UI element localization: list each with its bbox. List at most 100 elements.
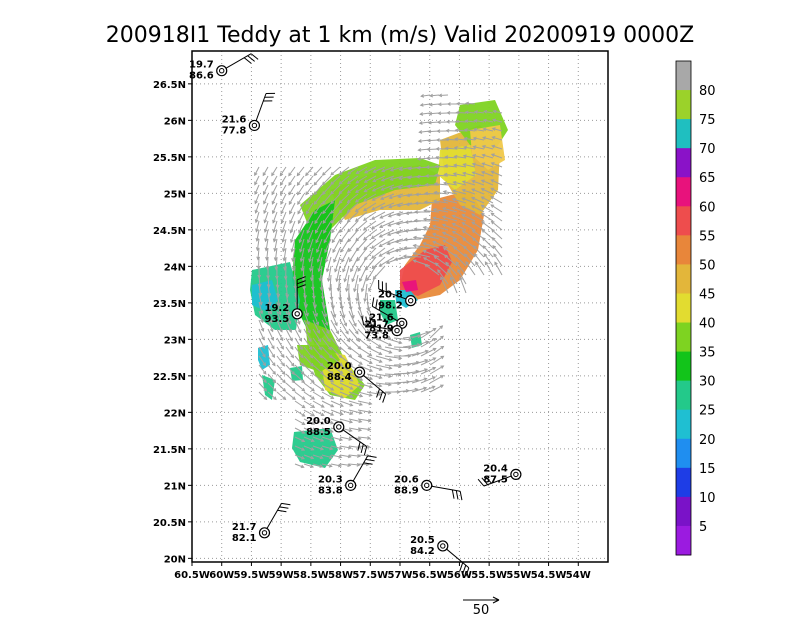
wind-arrow xyxy=(493,110,503,114)
wind-arrow xyxy=(481,196,494,204)
wind-arrow xyxy=(420,385,435,393)
wind-arrow xyxy=(473,146,485,150)
wind-arrow xyxy=(402,379,419,384)
wind-arrowhead xyxy=(288,182,292,186)
wind-arrowhead xyxy=(301,387,306,392)
wind-arrowhead xyxy=(363,198,368,202)
wind-arrowhead xyxy=(277,311,282,316)
wind-arrowhead xyxy=(338,446,343,450)
wind-arrowhead xyxy=(307,329,311,334)
wind-arrowhead xyxy=(432,207,437,212)
wind-arrow xyxy=(357,301,364,319)
wind-arrow xyxy=(472,237,485,249)
wind-arrow xyxy=(472,154,485,159)
wind-arrow xyxy=(442,232,458,240)
wind-arrow xyxy=(348,355,363,365)
wind-arrow xyxy=(380,211,395,219)
wind-arrowhead xyxy=(424,182,429,187)
wind-arrow xyxy=(312,346,323,359)
wind-arrow xyxy=(420,328,436,339)
wind-arrowhead xyxy=(272,387,277,392)
wind-arrowhead xyxy=(471,171,476,175)
wind-arrowhead xyxy=(395,230,400,235)
wind-arrowhead xyxy=(451,222,456,227)
wind-arrow xyxy=(380,193,395,200)
wind-arrowhead xyxy=(432,327,437,332)
wind-arrow xyxy=(309,256,314,272)
wind-arrow xyxy=(285,301,290,315)
wind-arrow xyxy=(339,463,351,467)
wind-arrow xyxy=(255,220,260,232)
wind-arrow xyxy=(405,229,422,232)
wind-arrow xyxy=(267,364,276,375)
wind-arrow xyxy=(339,418,353,423)
wind-arrow xyxy=(331,229,341,243)
wind-arrow xyxy=(465,261,476,276)
wind-arrowhead xyxy=(264,247,269,252)
wind-arrow xyxy=(447,269,458,285)
wind-arrow xyxy=(339,166,350,175)
wind-arrow xyxy=(299,238,305,252)
station-wind-label: 20.4 xyxy=(483,463,508,474)
wind-arrow xyxy=(330,373,344,382)
wind-arrow xyxy=(420,367,436,375)
wind-arrowhead xyxy=(367,427,372,432)
wind-barb-feather xyxy=(369,317,372,327)
wind-arrow xyxy=(348,373,363,381)
wind-arrowhead xyxy=(301,421,306,425)
wind-barb-feather xyxy=(382,393,387,403)
wind-arrowhead xyxy=(309,354,314,359)
wind-arrow xyxy=(492,119,503,123)
wind-arrowhead xyxy=(288,172,292,177)
wind-arrowhead xyxy=(480,204,485,209)
wind-arrowhead xyxy=(290,239,294,244)
wind-arrow xyxy=(443,199,458,204)
wind-arrowhead xyxy=(375,330,379,334)
wind-arrowhead xyxy=(422,225,427,230)
wind-arrow xyxy=(275,256,278,270)
wind-arrowhead xyxy=(359,377,364,381)
colorbar-label: 25 xyxy=(699,404,716,419)
wind-arrowhead xyxy=(490,212,495,217)
wind-barb-feather xyxy=(247,55,255,62)
wind-arrow xyxy=(366,364,382,371)
wind-arrow xyxy=(347,229,359,242)
wind-barb-feather xyxy=(361,315,365,325)
wind-arrow xyxy=(288,193,296,205)
colorbar-label: 50 xyxy=(699,258,716,273)
wind-arrowhead xyxy=(277,302,281,307)
wind-arrowhead xyxy=(471,213,475,217)
wind-arrow xyxy=(254,184,260,195)
wind-arrowhead xyxy=(330,219,335,224)
colorbar-swatch xyxy=(676,525,691,556)
wind-arrowhead xyxy=(379,215,384,219)
wind-arrow xyxy=(423,226,440,231)
wind-arrow xyxy=(452,223,467,231)
wind-arrow xyxy=(301,256,305,271)
wind-arrowhead xyxy=(269,319,273,324)
wind-arrowhead xyxy=(462,245,467,250)
wind-arrow xyxy=(299,229,305,243)
wind-arrowhead xyxy=(326,330,330,335)
wind-arrow xyxy=(453,246,467,258)
wind-arrow xyxy=(339,436,352,440)
wind-arrowhead xyxy=(388,195,393,200)
colorbar-label: 40 xyxy=(699,317,716,332)
wind-arrow xyxy=(433,208,449,213)
wind-arrowhead xyxy=(319,455,324,460)
wind-arrowhead xyxy=(297,210,301,215)
wind-arrow xyxy=(442,224,458,231)
wind-arrowhead xyxy=(346,218,351,223)
wind-arrow xyxy=(330,202,341,214)
wind-arrow xyxy=(387,229,404,236)
wind-arrowhead xyxy=(261,336,265,341)
wind-arrowhead xyxy=(308,346,313,351)
wind-arrowhead xyxy=(398,176,403,181)
wind-arrowhead xyxy=(412,259,417,263)
wind-arrowhead xyxy=(471,221,476,226)
observation-station: 21.782.1 xyxy=(232,502,291,544)
wind-arrow xyxy=(348,454,361,457)
wind-arrowhead xyxy=(470,196,475,201)
x-tick-label: 60.5W xyxy=(174,570,210,581)
wind-arrow xyxy=(481,221,494,231)
